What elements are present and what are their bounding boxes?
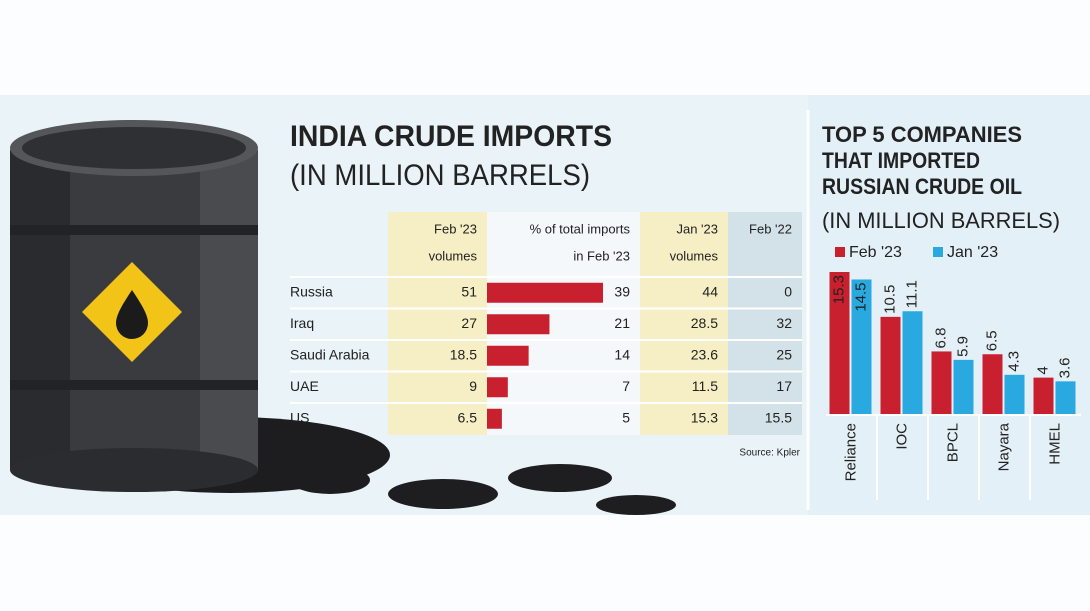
legend-swatch	[933, 247, 943, 257]
cell-value: 0	[784, 283, 792, 299]
value-label: 14.5	[852, 282, 869, 311]
cell-value: 15.3	[691, 409, 718, 425]
cell-value: 6.5	[458, 409, 478, 425]
country: UAE	[290, 378, 319, 394]
cell-value: 7	[622, 378, 630, 394]
value-label: 4.3	[1005, 351, 1022, 372]
share-bar	[487, 377, 508, 398]
column-bg	[728, 212, 802, 435]
country: US	[290, 409, 309, 425]
country: Russia	[290, 283, 333, 299]
table-title: INDIA CRUDE IMPORTS	[290, 120, 612, 153]
cell-value: 17	[776, 378, 792, 394]
cell-value: 5	[622, 409, 630, 425]
value-label: 10.5	[881, 285, 898, 314]
bar	[851, 279, 872, 415]
bar	[829, 272, 850, 415]
chart-title: THAT IMPORTED	[822, 148, 980, 173]
cell-value: 18.5	[450, 346, 477, 362]
cell-value: 9	[469, 378, 477, 394]
bar	[931, 351, 952, 415]
cell-value: 39	[614, 283, 630, 299]
value-label: 5.9	[954, 336, 971, 357]
legend-label: Feb '23	[849, 244, 902, 261]
column-header: volumes	[670, 248, 719, 263]
cell-value: 27	[461, 315, 477, 331]
share-bar	[487, 345, 529, 366]
value-label: 15.3	[830, 275, 847, 304]
column-header: % of total imports	[530, 221, 631, 236]
share-bar	[487, 314, 550, 335]
cell-value: 21	[614, 315, 630, 331]
column-bg	[640, 212, 728, 435]
bar	[1055, 381, 1076, 415]
cell-value: 23.6	[691, 346, 718, 362]
cell-value: 32	[776, 315, 792, 331]
column-header: Feb '23	[434, 221, 477, 236]
column-bg	[388, 212, 487, 435]
cell-value: 25	[776, 346, 792, 362]
bar	[982, 354, 1003, 415]
country: Saudi Arabia	[290, 346, 370, 362]
source: Source: Kpler	[739, 448, 800, 459]
share-bar	[487, 408, 502, 429]
column-header: volumes	[429, 248, 478, 263]
value-label: 3.6	[1056, 357, 1073, 378]
cell-value: 11.5	[692, 378, 718, 394]
chart-subtitle: (IN MILLION BARRELS)	[822, 208, 1060, 233]
table-subtitle: (IN MILLION BARRELS)	[290, 159, 590, 192]
bar	[880, 316, 901, 415]
legend-swatch	[835, 247, 845, 257]
bar	[1004, 374, 1025, 415]
value-label: 6.8	[932, 328, 949, 349]
cell-value: 15.5	[765, 409, 792, 425]
column-header: Jan '23	[676, 221, 718, 236]
x-tick-label: IOC	[893, 423, 910, 450]
chart-title: RUSSIAN CRUDE OIL	[822, 174, 1022, 199]
bar	[902, 311, 923, 415]
value-label: 6.5	[983, 330, 1000, 351]
value-label: 11.1	[903, 280, 920, 308]
x-tick-label: BPCL	[944, 423, 961, 462]
value-label: 4	[1034, 366, 1051, 374]
cell-value: 44	[702, 283, 718, 299]
column-header: Feb '22	[749, 221, 792, 236]
chart-title: TOP 5 COMPANIES	[822, 122, 1022, 147]
column-header: in Feb '23	[573, 248, 630, 263]
oil-barrel	[10, 120, 258, 492]
country: Iraq	[290, 315, 314, 331]
share-bar	[487, 282, 603, 303]
x-tick-label: Nayara	[995, 422, 1012, 471]
legend-label: Jan '23	[947, 244, 998, 261]
cell-value: 51	[461, 283, 477, 299]
x-tick-label: HMEL	[1046, 423, 1063, 465]
cell-value: 28.5	[691, 315, 718, 331]
cell-value: 14	[614, 346, 630, 362]
bar	[1033, 377, 1054, 415]
x-tick-label: Reliance	[842, 423, 859, 481]
bar	[953, 359, 974, 415]
